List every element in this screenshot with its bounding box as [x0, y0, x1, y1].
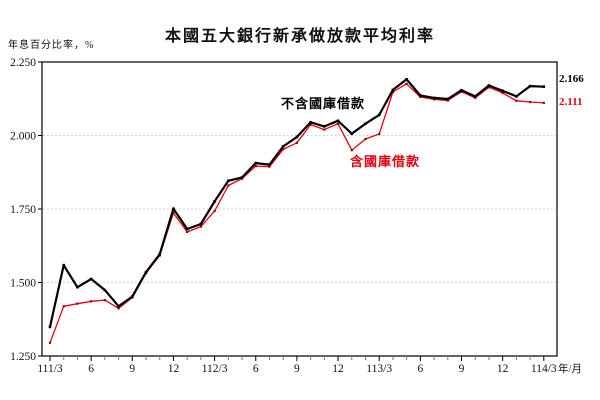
data-point-marker [501, 91, 504, 94]
data-point-marker [460, 88, 463, 92]
data-point-marker [172, 212, 175, 215]
x-tick-label: 114/3 [531, 363, 557, 375]
x-tick-label: 6 [88, 363, 94, 375]
data-point-marker [282, 148, 285, 151]
y-tick-label: 1.750 [10, 204, 36, 216]
data-point-marker [378, 132, 381, 136]
data-point-marker [391, 88, 395, 92]
y-tick-label: 2.000 [10, 131, 36, 143]
x-tick-label: 112/3 [202, 363, 228, 375]
x-tick-label: 12 [497, 363, 509, 375]
data-point-marker [364, 122, 367, 126]
data-point-marker [528, 100, 532, 104]
x-tick-label: 12 [332, 363, 344, 375]
data-point-marker [295, 141, 298, 144]
data-point-marker [501, 89, 504, 93]
page-title: 本國五大銀行新承做放款平均利率 [164, 28, 435, 45]
x-tick-label: 9 [129, 363, 135, 375]
y-tick-label: 2.250 [10, 57, 36, 69]
data-point-marker [281, 145, 285, 148]
data-point-marker [103, 288, 107, 292]
data-point-marker [144, 270, 148, 274]
data-point-marker [199, 222, 203, 226]
end-value-including-treasury: 2.111 [559, 96, 583, 108]
data-point-marker [542, 85, 546, 88]
data-point-marker [254, 161, 258, 165]
data-point-marker [323, 128, 326, 131]
data-point-marker [405, 78, 408, 81]
data-point-marker [487, 86, 491, 89]
data-point-marker [405, 82, 408, 85]
y-tick-label: 1.250 [10, 351, 36, 363]
x-tick-label: 12 [168, 363, 180, 375]
data-point-marker [268, 163, 271, 166]
data-point-marker [158, 252, 162, 256]
data-point-marker [309, 120, 312, 124]
data-point-marker [172, 207, 175, 211]
data-point-marker [76, 302, 79, 305]
data-point-marker [460, 90, 463, 93]
data-point-marker [240, 176, 244, 179]
data-point-marker [542, 101, 545, 104]
data-point-marker [227, 179, 230, 183]
data-point-marker [131, 295, 134, 298]
data-point-marker [62, 305, 65, 308]
data-point-marker [309, 123, 312, 126]
data-point-marker [199, 225, 202, 228]
data-point-marker [62, 263, 66, 267]
series-label-including-treasury: 含國庫借款 [350, 154, 421, 169]
data-point-marker [377, 113, 381, 117]
data-point-marker [117, 305, 120, 308]
data-point-marker [76, 285, 79, 289]
data-point-marker [446, 99, 449, 102]
data-point-marker [336, 119, 340, 123]
data-point-marker [103, 299, 106, 302]
data-point-marker [432, 98, 436, 101]
data-point-marker [254, 164, 257, 168]
data-point-marker [515, 95, 518, 98]
data-point-marker [295, 135, 299, 139]
data-point-marker [350, 149, 353, 152]
series-line-including-treasury [49, 83, 544, 344]
data-point-marker [419, 95, 422, 99]
data-point-marker [268, 165, 271, 168]
y-axis-unit-label: 年息百分比率，% [8, 40, 95, 51]
data-point-marker [323, 125, 326, 128]
x-tick-label: 9 [294, 363, 300, 375]
x-tick-label: 6 [417, 363, 423, 375]
data-point-marker [487, 84, 491, 87]
end-value-excluding-treasury: 2.166 [559, 73, 584, 85]
series-line-excluding-treasury [48, 78, 544, 328]
y-tick-label: 1.500 [10, 278, 36, 290]
x-tick-label: 9 [459, 363, 465, 375]
data-point-marker [515, 99, 518, 102]
data-point-marker [528, 84, 532, 88]
data-point-marker [48, 325, 52, 329]
data-point-marker [186, 230, 189, 234]
data-point-marker [89, 277, 93, 281]
x-axis-unit-label: 年/月 [558, 362, 582, 375]
data-point-marker [364, 137, 367, 141]
data-point-marker [90, 300, 93, 303]
x-tick-label: 113/3 [366, 363, 392, 375]
data-point-marker [432, 96, 436, 100]
x-tick-label: 6 [253, 363, 259, 375]
data-point-marker [213, 209, 216, 213]
data-point-marker [336, 122, 340, 125]
series-label-excluding-treasury: 不含國庫借款 [281, 96, 366, 111]
data-point-marker [350, 132, 354, 136]
data-point-marker [419, 94, 422, 97]
data-point-marker [185, 227, 189, 231]
data-point-marker [213, 200, 216, 203]
data-point-marker [446, 97, 450, 101]
data-point-marker [474, 96, 477, 99]
data-point-marker [227, 184, 230, 187]
x-tick-label: 111/3 [37, 363, 63, 375]
data-point-marker [117, 307, 120, 310]
data-point-marker [48, 341, 52, 344]
data-point-marker [473, 95, 477, 98]
